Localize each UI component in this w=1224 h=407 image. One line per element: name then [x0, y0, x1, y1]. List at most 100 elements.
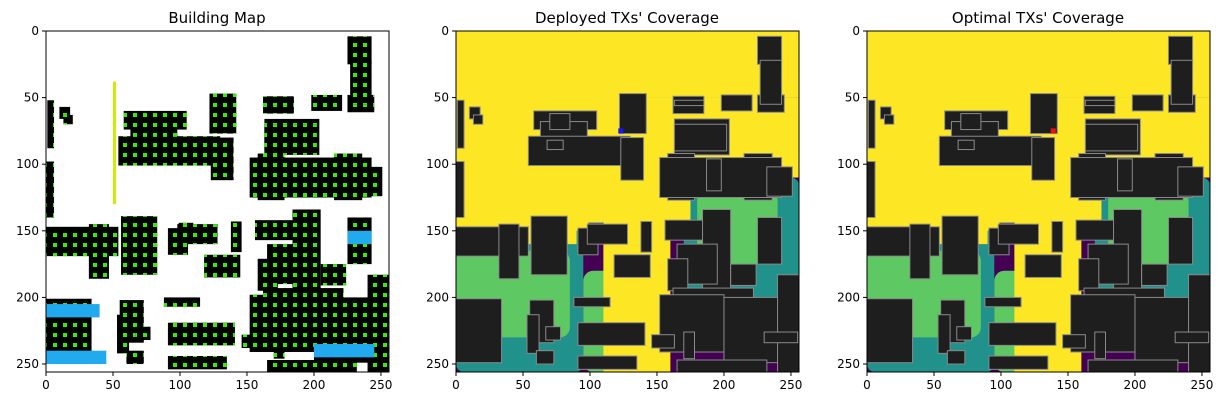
candidate-sites [177, 224, 218, 245]
building [527, 135, 631, 167]
building [577, 355, 638, 370]
building [620, 137, 645, 181]
x-tick-label: 150 [1057, 378, 1080, 392]
x-tick-label: 100 [169, 378, 192, 392]
y-tick-label: 150 [837, 224, 860, 238]
building [706, 158, 722, 192]
candidate-sites [267, 360, 357, 372]
x-tick-label: 250 [1191, 378, 1214, 392]
building [1117, 158, 1133, 192]
building [667, 258, 689, 292]
x-tick-label: 200 [1124, 378, 1147, 392]
candidate-sites [367, 274, 389, 372]
candidate-sites [121, 216, 158, 275]
building [1131, 94, 1164, 112]
candidate-site-edge [46, 350, 107, 365]
panel-title: Optimal TXs' Coverage [952, 9, 1124, 27]
building [577, 322, 646, 346]
building [1084, 123, 1139, 152]
building [1031, 137, 1056, 181]
building [1167, 35, 1194, 65]
building [957, 139, 975, 151]
candidate-sites [167, 356, 227, 370]
x-tick-label: 150 [646, 378, 669, 392]
x-tick-label: 200 [713, 378, 736, 392]
building [546, 139, 564, 151]
building [586, 223, 628, 245]
candidate-sites [273, 332, 285, 359]
building [867, 298, 914, 364]
y-tick-label: 200 [426, 290, 449, 304]
building [1094, 331, 1106, 360]
x-tick-label: 200 [303, 378, 326, 392]
x-tick-label: 0 [42, 378, 50, 392]
building [1134, 296, 1195, 364]
candidate-sites [311, 94, 343, 111]
road-sites [112, 81, 116, 205]
y-tick-label: 0 [31, 24, 39, 38]
building [545, 326, 562, 341]
candidate-sites [47, 100, 55, 149]
candidate-sites [117, 314, 130, 354]
candidate-sites [255, 220, 305, 241]
candidate-sites [204, 254, 241, 278]
panel-optimal-coverage: Optimal TXs' Coverage 0 50 100 150 200 250050… [837, 9, 1213, 392]
candidate-sites [264, 124, 317, 151]
building [867, 99, 876, 149]
building [956, 326, 973, 341]
building [1177, 166, 1204, 197]
tx-marker [618, 128, 624, 134]
candidate-sites [139, 113, 160, 130]
building [640, 220, 653, 253]
x-tick-label: 100 [990, 378, 1013, 392]
x-tick-label: 50 [926, 378, 941, 392]
building [984, 296, 1022, 308]
building [673, 99, 705, 107]
building [909, 223, 931, 280]
panel-building-map: Building Map 0 50 100 150 200 250050100150200… [16, 9, 392, 392]
building [1170, 59, 1194, 105]
y-tick-label: 50 [24, 91, 39, 105]
candidate-sites [210, 137, 234, 181]
building [763, 331, 799, 344]
candidate-sites [135, 326, 151, 341]
candidate-site-edge [313, 344, 375, 358]
building [1078, 258, 1100, 292]
panel-title: Building Map [168, 9, 265, 27]
y-tick-label: 0 [852, 24, 860, 38]
building [530, 215, 568, 276]
building [613, 254, 651, 278]
y-tick-label: 100 [837, 157, 860, 171]
y-tick-label: 0 [441, 24, 449, 38]
coverage-high-region [456, 31, 537, 125]
candidate-sites [137, 140, 154, 150]
building [756, 216, 783, 265]
candidate-sites [46, 161, 55, 218]
building [777, 274, 799, 372]
building [988, 322, 1057, 346]
candidate-sites [126, 350, 144, 365]
building [1029, 93, 1058, 135]
building [535, 350, 555, 365]
plot-area [456, 31, 799, 372]
building [997, 223, 1039, 245]
building [1174, 331, 1210, 344]
candidate-sites [88, 224, 109, 279]
candidate-site-edge [46, 304, 100, 318]
plot-area [867, 31, 1210, 372]
candidate-sites [354, 332, 388, 343]
building [676, 359, 768, 372]
candidate-sites [118, 136, 221, 166]
plot-area [46, 31, 389, 372]
building [1062, 334, 1086, 349]
building [573, 296, 611, 308]
x-tick-label: 150 [236, 378, 259, 392]
x-tick-label: 0 [863, 378, 871, 392]
building [1087, 359, 1179, 372]
axes-frame [455, 30, 800, 373]
y-tick-label: 100 [426, 157, 449, 171]
x-tick-label: 0 [452, 378, 460, 392]
y-tick-label: 150 [16, 224, 39, 238]
